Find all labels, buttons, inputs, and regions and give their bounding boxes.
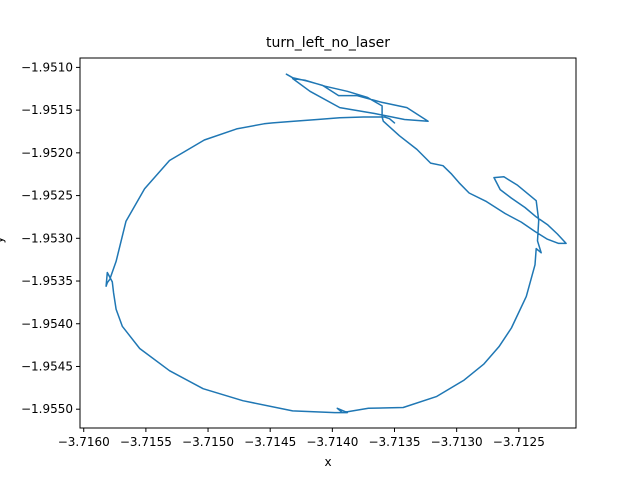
x-tick-label: −3.7130 — [431, 435, 483, 449]
x-tick-label: −3.7155 — [120, 435, 172, 449]
x-tick-label: −3.7150 — [182, 435, 234, 449]
y-tick-label: −1.9550 — [21, 402, 73, 416]
x-tick-label: −3.7140 — [306, 435, 358, 449]
y-tick-label: −1.9525 — [21, 189, 73, 203]
y-tick-label: −1.9540 — [21, 317, 73, 331]
x-tick-label: −3.7135 — [368, 435, 420, 449]
plot-frame — [79, 57, 577, 429]
x-tick-label: −3.7160 — [58, 435, 110, 449]
x-axis-label: x — [324, 455, 331, 469]
chart-title: turn_left_no_laser — [266, 35, 390, 51]
x-tick-label: −3.7125 — [493, 435, 545, 449]
y-tick-label: −1.9535 — [21, 274, 73, 288]
y-tick-label: −1.9515 — [21, 103, 73, 117]
series-layer — [105, 73, 567, 414]
y-tick-label: −1.9510 — [21, 60, 73, 74]
x-tick-label: −3.7145 — [244, 435, 296, 449]
y-tick-label: −1.9520 — [21, 146, 73, 160]
axis-ticks: −3.7160 −3.7155 −3.7150 −3.7145 −3.7140 −3.71… — [21, 60, 545, 449]
y-tick-label: −1.9545 — [21, 359, 73, 373]
y-axis-label: y — [0, 236, 6, 243]
series-line — [105, 73, 567, 414]
y-tick-label: −1.9530 — [21, 231, 73, 245]
